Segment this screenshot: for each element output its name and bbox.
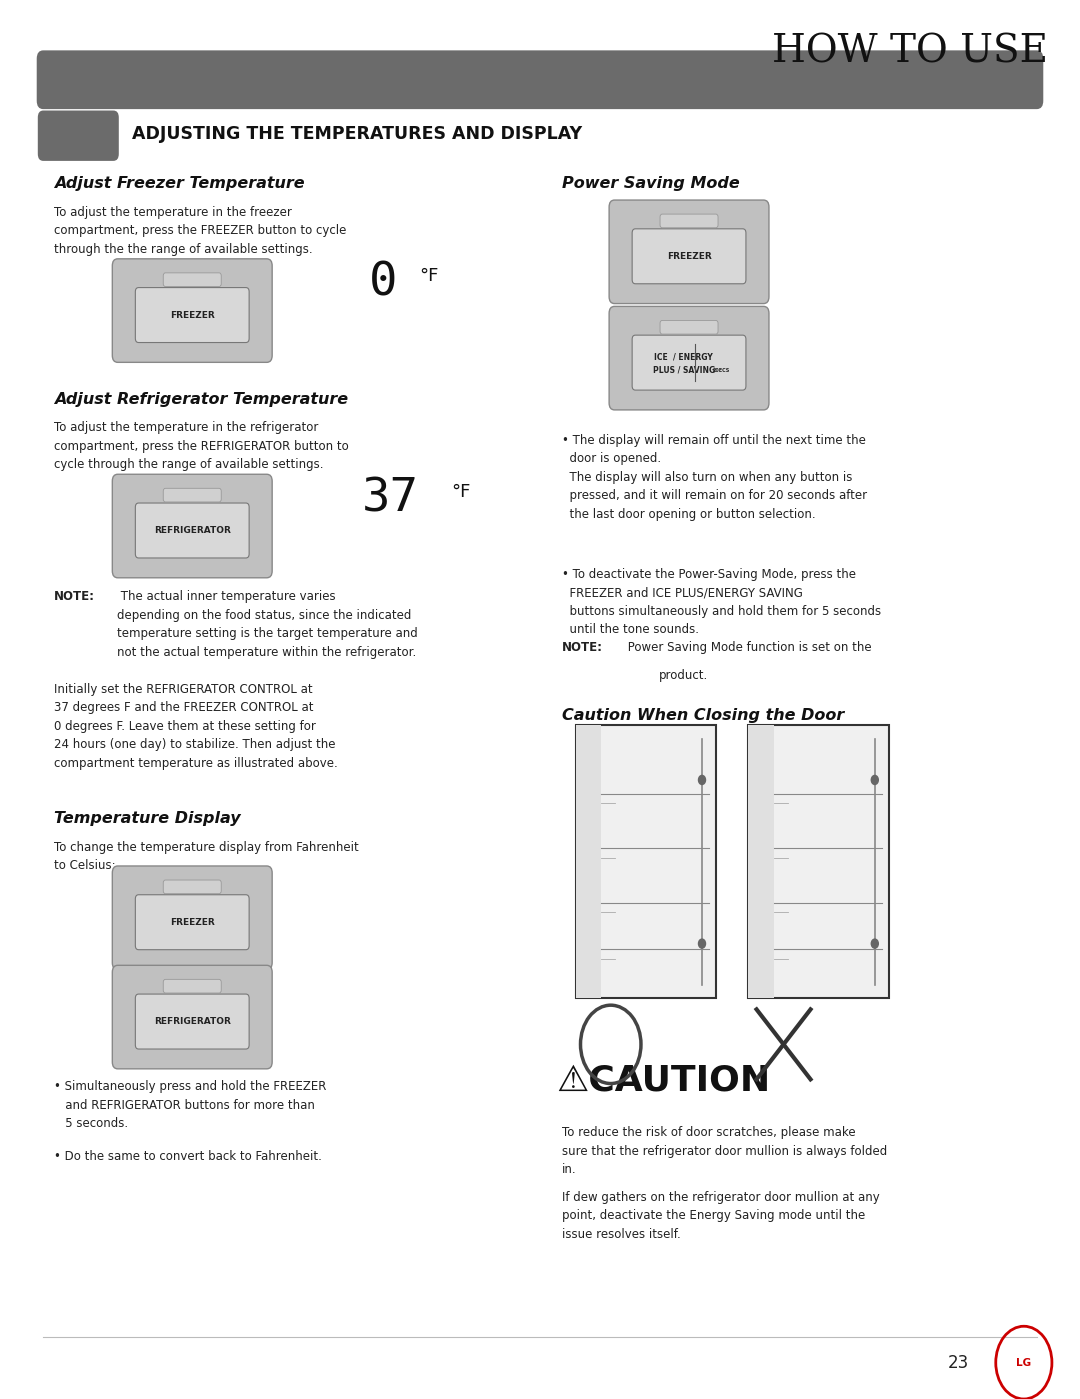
FancyBboxPatch shape	[135, 895, 249, 950]
FancyBboxPatch shape	[112, 259, 272, 362]
FancyBboxPatch shape	[112, 866, 272, 970]
Text: ⚠CAUTION: ⚠CAUTION	[556, 1063, 770, 1097]
Text: To adjust the temperature in the refrigerator
compartment, press the REFRIGERATO: To adjust the temperature in the refrige…	[54, 421, 349, 471]
FancyBboxPatch shape	[163, 979, 221, 993]
FancyBboxPatch shape	[135, 504, 249, 558]
Text: 37: 37	[362, 477, 419, 522]
Text: FREEZER: FREEZER	[170, 311, 215, 319]
Text: REFRIGERATOR: REFRIGERATOR	[153, 526, 231, 534]
FancyBboxPatch shape	[163, 488, 221, 502]
Text: Initially set the REFRIGERATOR CONTROL at
37 degrees F and the FREEZER CONTROL a: Initially set the REFRIGERATOR CONTROL a…	[54, 683, 338, 769]
FancyBboxPatch shape	[112, 965, 272, 1069]
Text: • The display will remain off until the next time the
  door is opened.
  The di: • The display will remain off until the …	[562, 434, 867, 520]
FancyBboxPatch shape	[576, 725, 716, 999]
FancyBboxPatch shape	[135, 995, 249, 1049]
Text: Power Saving Mode function is set on the: Power Saving Mode function is set on the	[624, 641, 872, 653]
Text: 23: 23	[948, 1354, 970, 1371]
Text: 0: 0	[369, 260, 397, 305]
Text: 20ECS: 20ECS	[713, 368, 730, 372]
FancyBboxPatch shape	[632, 336, 746, 390]
Text: °F: °F	[419, 267, 438, 284]
Text: FREEZER: FREEZER	[666, 252, 712, 260]
Text: To adjust the temperature in the freezer
compartment, press the FREEZER button t: To adjust the temperature in the freezer…	[54, 206, 347, 256]
FancyBboxPatch shape	[112, 474, 272, 578]
FancyBboxPatch shape	[37, 50, 1043, 109]
Text: LG: LG	[1016, 1357, 1031, 1368]
Text: HOW TO USE: HOW TO USE	[771, 34, 1048, 70]
Text: Adjust Refrigerator Temperature: Adjust Refrigerator Temperature	[54, 392, 348, 407]
Text: • To deactivate the Power-Saving Mode, press the
  FREEZER and ICE PLUS/ENERGY S: • To deactivate the Power-Saving Mode, p…	[562, 568, 880, 637]
Text: product.: product.	[659, 669, 708, 681]
Text: ADJUSTING THE TEMPERATURES AND DISPLAY: ADJUSTING THE TEMPERATURES AND DISPLAY	[132, 126, 582, 143]
Text: ICE  / ENERGY: ICE / ENERGY	[654, 353, 713, 361]
Text: REFRIGERATOR: REFRIGERATOR	[153, 1017, 231, 1025]
FancyBboxPatch shape	[632, 229, 746, 284]
Text: NOTE:: NOTE:	[54, 590, 95, 603]
Circle shape	[699, 939, 705, 949]
FancyBboxPatch shape	[163, 273, 221, 287]
FancyBboxPatch shape	[135, 288, 249, 343]
FancyBboxPatch shape	[660, 320, 718, 334]
FancyBboxPatch shape	[748, 725, 773, 999]
Circle shape	[872, 775, 878, 785]
Circle shape	[872, 939, 878, 949]
Text: The actual inner temperature varies
depending on the food status, since the indi: The actual inner temperature varies depe…	[117, 590, 417, 659]
Text: °F: °F	[451, 484, 471, 501]
Text: • Simultaneously press and hold the FREEZER
   and REFRIGERATOR buttons for more: • Simultaneously press and hold the FREE…	[54, 1080, 326, 1130]
FancyBboxPatch shape	[609, 200, 769, 304]
Text: Temperature Display: Temperature Display	[54, 811, 241, 827]
FancyBboxPatch shape	[38, 111, 119, 161]
Text: FREEZER: FREEZER	[170, 918, 215, 926]
FancyBboxPatch shape	[576, 725, 600, 999]
Text: PLUS / SAVING: PLUS / SAVING	[652, 365, 715, 375]
Text: Power Saving Mode: Power Saving Mode	[562, 176, 740, 192]
Text: If dew gathers on the refrigerator door mullion at any
point, deactivate the Ene: If dew gathers on the refrigerator door …	[562, 1191, 879, 1241]
Text: To reduce the risk of door scratches, please make
sure that the refrigerator doo: To reduce the risk of door scratches, pl…	[562, 1126, 887, 1177]
Circle shape	[699, 775, 705, 785]
Text: To change the temperature display from Fahrenheit
to Celsius:: To change the temperature display from F…	[54, 841, 359, 873]
FancyBboxPatch shape	[748, 725, 889, 999]
Text: • Do the same to convert back to Fahrenheit.: • Do the same to convert back to Fahrenh…	[54, 1150, 322, 1163]
Text: NOTE:: NOTE:	[562, 641, 603, 653]
FancyBboxPatch shape	[660, 214, 718, 228]
Text: Adjust Freezer Temperature: Adjust Freezer Temperature	[54, 176, 305, 192]
Text: Caution When Closing the Door: Caution When Closing the Door	[562, 708, 843, 723]
FancyBboxPatch shape	[163, 880, 221, 894]
FancyBboxPatch shape	[609, 306, 769, 410]
